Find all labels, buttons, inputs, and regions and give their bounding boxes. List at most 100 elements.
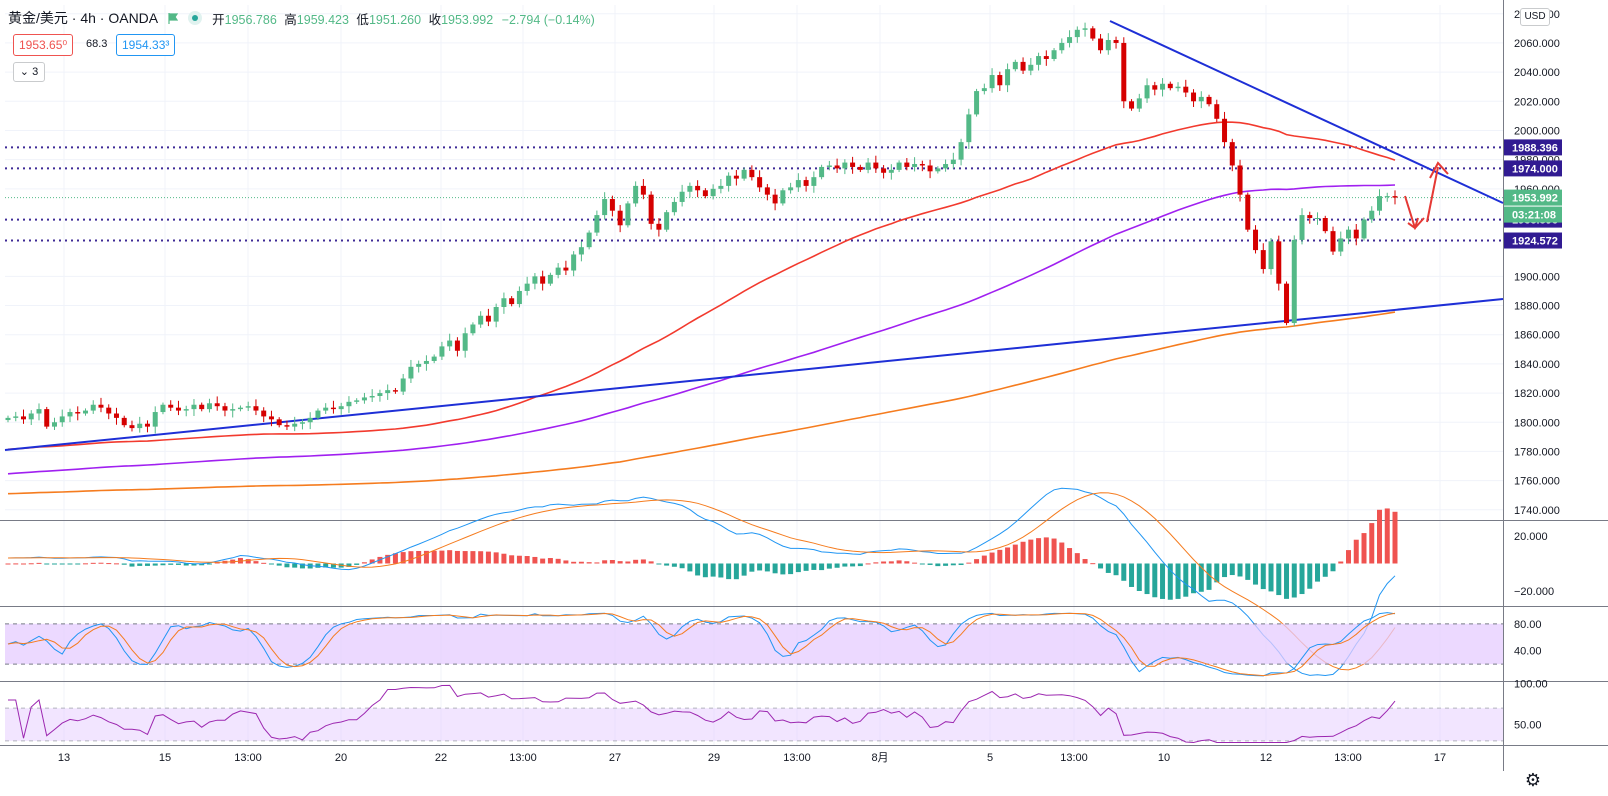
macd-histogram-bar xyxy=(1098,563,1104,569)
candle-body xyxy=(609,199,615,211)
candle-body xyxy=(423,360,429,364)
macd-histogram-bar xyxy=(1361,533,1367,564)
macd-histogram-bar xyxy=(67,563,73,565)
candle-body xyxy=(191,404,197,410)
macd-histogram-bar xyxy=(1082,559,1088,564)
sell-price-button[interactable]: 1953.65⁰ xyxy=(13,34,74,56)
time-tick-label: 22 xyxy=(435,752,447,764)
indicators-collapse-button[interactable]: ⌄ 3 xyxy=(13,62,45,82)
candle-body xyxy=(1369,210,1375,220)
macd-histogram-bar xyxy=(1377,509,1383,564)
macd-histogram-bar xyxy=(516,555,522,564)
candle-body xyxy=(20,416,26,420)
candle-body xyxy=(144,423,150,427)
macd-histogram-bar xyxy=(857,563,863,567)
macd-histogram-bar xyxy=(462,551,468,564)
flag-icon[interactable] xyxy=(168,12,179,24)
candle-body xyxy=(695,185,701,191)
macd-histogram-bar xyxy=(106,563,112,565)
candle-body xyxy=(904,162,910,167)
macd-histogram-bar xyxy=(1315,563,1321,582)
candle-body xyxy=(935,168,941,172)
candle-body xyxy=(1183,86,1189,93)
macd-histogram-bar xyxy=(1191,563,1197,594)
gear-icon[interactable]: ⚙ xyxy=(1524,770,1542,790)
candle-body xyxy=(13,416,19,418)
candle-body xyxy=(772,194,778,204)
candle-body xyxy=(51,422,57,427)
time-tick-label: 13 xyxy=(58,752,70,764)
macd-histogram-bar xyxy=(346,563,352,567)
low-label: 低 xyxy=(356,12,369,27)
currency-button[interactable]: USD xyxy=(1520,8,1550,26)
candle-body xyxy=(981,88,987,92)
macd-histogram-bar xyxy=(206,563,212,565)
macd-histogram-bar xyxy=(974,559,980,564)
macd-histogram-bar xyxy=(1353,539,1359,564)
macd-histogram-bar xyxy=(20,563,26,565)
macd-histogram-bar xyxy=(75,563,81,565)
macd-histogram-bar xyxy=(1206,563,1212,590)
ma-purple[interactable] xyxy=(7,184,1396,475)
candle-body xyxy=(819,166,825,178)
candle-body xyxy=(509,298,515,305)
candle-body xyxy=(90,404,96,411)
macd-histogram-bar xyxy=(485,551,491,564)
candle-body xyxy=(330,407,336,410)
candle-body xyxy=(1198,96,1204,102)
macd-histogram-bar xyxy=(261,562,267,564)
change-value: −2.794 (−0.14%) xyxy=(501,12,595,27)
candle-body xyxy=(1028,64,1034,71)
macd-histogram-bar xyxy=(245,559,251,564)
macd-histogram-bar xyxy=(1175,563,1181,599)
candle-body xyxy=(919,164,925,166)
macd-histogram-bar xyxy=(679,563,685,569)
ascending-trendline[interactable] xyxy=(4,298,1504,451)
descending-trendline[interactable] xyxy=(1109,20,1504,204)
candle-body xyxy=(1152,85,1158,90)
candle-body xyxy=(369,395,375,398)
level-tag-bg xyxy=(1504,232,1562,249)
macd-histogram-bar xyxy=(1136,563,1142,591)
macd-histogram-bar xyxy=(315,563,321,568)
ohlc-values: 开1956.786 高1959.423 低1951.260 收1953.992 … xyxy=(212,9,595,28)
macd-histogram-bar xyxy=(733,563,739,580)
macd-histogram-bar xyxy=(1152,563,1158,598)
candle-body xyxy=(431,356,437,361)
macd-histogram-bar xyxy=(152,563,158,566)
symbol-title[interactable]: 黄金/美元 · 4h · OANDA xyxy=(8,10,159,26)
ma-orange[interactable] xyxy=(7,311,1396,495)
time-tick-label: 13:00 xyxy=(783,752,811,764)
macd-histogram-bar xyxy=(1020,541,1026,564)
macd-histogram-bar xyxy=(656,563,662,565)
candle-body xyxy=(59,416,65,423)
macd-histogram-bar xyxy=(253,561,259,564)
macd-histogram-bar xyxy=(664,563,670,566)
time-axis: 13 15 13:00 20 22 13:00 27 29 13:00 8月 5 13:00 10 12 1… xyxy=(58,752,1446,764)
candle-body xyxy=(524,283,530,291)
candle-body xyxy=(1175,86,1181,89)
candle-body xyxy=(1307,215,1313,219)
buy-price-button[interactable]: 1954.33³ xyxy=(116,34,176,56)
candle-body xyxy=(578,247,584,255)
open-value: 1956.786 xyxy=(224,12,277,27)
candle-body xyxy=(857,166,863,170)
candle-body xyxy=(44,409,50,427)
macd-histogram-bar xyxy=(1183,563,1189,597)
candle-body xyxy=(1237,165,1243,195)
macd-histogram-bar xyxy=(1105,563,1111,573)
candle-body xyxy=(1276,241,1282,284)
macd-histogram-bar xyxy=(1012,544,1018,564)
time-tick-label: 13:00 xyxy=(1060,752,1088,764)
candle-body xyxy=(447,340,453,347)
candle-body xyxy=(230,409,236,411)
candle-body xyxy=(1268,241,1274,270)
trendlines xyxy=(4,20,1504,451)
high-value: 1959.423 xyxy=(296,12,349,27)
price-axis: 2080.0002060.0002040.0002020.0002000.000… xyxy=(1504,9,1562,732)
candle-body xyxy=(873,162,879,169)
ma-red[interactable] xyxy=(7,121,1396,451)
candle-body xyxy=(454,340,460,351)
